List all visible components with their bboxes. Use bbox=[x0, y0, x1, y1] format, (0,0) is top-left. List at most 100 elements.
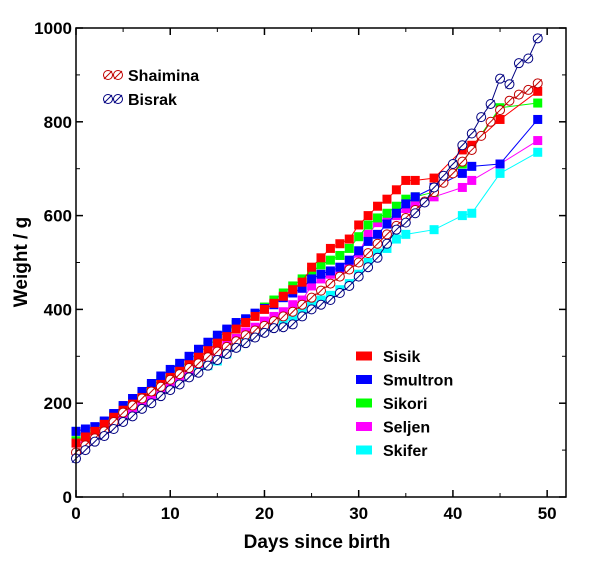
data-point-slash-bisrak bbox=[392, 225, 401, 235]
data-point-seljen bbox=[288, 300, 298, 310]
data-point-seljen bbox=[382, 213, 392, 223]
data-point-smultron bbox=[175, 358, 185, 368]
data-point-smultron bbox=[467, 161, 477, 171]
data-point-seljen bbox=[316, 274, 326, 284]
data-point-slash-bisrak bbox=[476, 112, 486, 122]
data-point-seljen bbox=[373, 218, 383, 228]
data-point-sisik bbox=[250, 311, 260, 321]
legend-marker bbox=[356, 398, 365, 408]
data-point-skifer bbox=[533, 147, 543, 157]
data-point-slash-shaimina bbox=[486, 117, 495, 127]
data-point-sisik bbox=[335, 239, 345, 249]
data-point-slash-bisrak bbox=[401, 218, 411, 227]
data-point-slash-shaimina bbox=[335, 272, 345, 281]
legend-label: Shaimina bbox=[128, 68, 199, 85]
data-point-sisik bbox=[316, 253, 326, 263]
data-point-slash-shaimina bbox=[373, 239, 382, 249]
legend-entry-shaimina: Shaimina bbox=[103, 68, 199, 85]
data-point-slash-bisrak bbox=[326, 295, 335, 305]
data-point-smultron bbox=[457, 168, 467, 178]
data-point-slash-bisrak bbox=[147, 398, 156, 408]
data-point-slash-shaimina bbox=[269, 316, 279, 326]
legend-marker bbox=[363, 422, 372, 431]
data-point-slash-bisrak bbox=[307, 305, 316, 314]
data-point-slash-shaimina bbox=[194, 358, 203, 368]
data-point-slash-bisrak bbox=[439, 171, 448, 181]
legend-label: Skifer bbox=[383, 443, 427, 460]
data-point-slash-bisrak bbox=[373, 253, 382, 263]
data-point-seljen bbox=[533, 136, 543, 146]
data-point-sisik bbox=[429, 173, 439, 183]
data-point-seljen bbox=[307, 281, 317, 291]
data-point-seljen bbox=[146, 393, 156, 403]
data-point-sisik bbox=[99, 419, 109, 429]
y-tick-label: 200 bbox=[44, 394, 72, 413]
series-sisik bbox=[71, 86, 543, 448]
data-point-slash-bisrak bbox=[99, 431, 109, 441]
data-point-sikori bbox=[307, 267, 317, 277]
data-point-sisik bbox=[241, 318, 251, 328]
data-point-slash-bisrak bbox=[118, 417, 128, 427]
data-point-slash-bisrak bbox=[533, 33, 543, 43]
data-point-sisik bbox=[212, 338, 222, 348]
legend-marker-slash bbox=[103, 70, 113, 80]
y-tick-label: 1000 bbox=[34, 19, 72, 38]
data-point-sisik bbox=[231, 324, 241, 334]
data-point-slash-bisrak bbox=[354, 272, 364, 281]
data-point-skifer bbox=[297, 305, 307, 315]
data-point-slash-bisrak bbox=[316, 300, 326, 310]
data-point-slash-shaimina bbox=[467, 145, 477, 155]
legend-label: Sikori bbox=[383, 396, 427, 413]
data-point-slash-bisrak bbox=[165, 385, 175, 395]
data-point-slash-bisrak bbox=[278, 322, 288, 332]
y-tick-label: 800 bbox=[44, 113, 72, 132]
x-tick-label: 20 bbox=[255, 504, 274, 523]
y-tick-label: 0 bbox=[63, 488, 72, 507]
data-point-smultron bbox=[222, 324, 232, 334]
data-point-smultron bbox=[156, 371, 166, 381]
data-point-slash-bisrak bbox=[363, 262, 373, 272]
data-point-slash-shaimina bbox=[288, 307, 298, 317]
x-tick-label: 30 bbox=[349, 504, 368, 523]
data-point-slash-bisrak bbox=[250, 333, 260, 342]
data-point-smultron bbox=[495, 159, 505, 169]
ticks: 0 10 20 30 40 50 0 200 400 600 800 1000 bbox=[34, 19, 566, 523]
data-point-sikori bbox=[316, 260, 326, 270]
data-point-slash-bisrak bbox=[297, 312, 307, 321]
data-point-smultron bbox=[363, 236, 373, 246]
data-point-slash-bisrak bbox=[184, 373, 194, 382]
legend-marker-slash bbox=[113, 70, 123, 80]
data-point-seljen bbox=[410, 199, 420, 209]
data-point-slash-bisrak bbox=[448, 159, 458, 169]
legend-label: Sisik bbox=[383, 349, 420, 366]
data-point-slash-shaimina bbox=[222, 342, 232, 352]
data-point-sisik bbox=[410, 175, 420, 185]
data-point-slash-shaimina bbox=[250, 326, 260, 335]
data-point-slash-bisrak bbox=[203, 361, 213, 371]
legend-entry-smultron: Smultron bbox=[356, 373, 453, 390]
legend-entry-sikori: Sikori bbox=[356, 396, 427, 413]
data-point-slash-shaimina bbox=[326, 279, 335, 288]
data-point-slash-shaimina bbox=[109, 417, 119, 427]
data-point-slash-bisrak bbox=[175, 380, 185, 389]
data-point-sisik bbox=[401, 175, 411, 185]
legend-label: Seljen bbox=[383, 420, 430, 437]
x-tick-label: 50 bbox=[538, 504, 557, 523]
data-point-slash-shaimina bbox=[147, 387, 156, 396]
data-point-slash-bisrak bbox=[457, 140, 467, 150]
data-point-slash-bisrak bbox=[81, 445, 90, 455]
data-point-seljen bbox=[363, 229, 373, 239]
data-point-slash-bisrak bbox=[222, 349, 232, 359]
data-point-smultron bbox=[194, 344, 203, 354]
data-point-seljen bbox=[457, 182, 467, 192]
data-point-smultron bbox=[344, 255, 354, 265]
legend-entry-seljen: Seljen bbox=[356, 420, 430, 437]
data-point-smultron bbox=[203, 337, 213, 347]
data-point-slash-bisrak bbox=[241, 338, 250, 348]
legend-marker-slash bbox=[113, 94, 123, 104]
data-point-slash-shaimina bbox=[495, 105, 505, 115]
legend-marker bbox=[363, 445, 372, 455]
plot-area bbox=[71, 33, 543, 464]
data-point-sisik bbox=[80, 432, 90, 442]
data-point-slash-bisrak bbox=[514, 58, 524, 68]
